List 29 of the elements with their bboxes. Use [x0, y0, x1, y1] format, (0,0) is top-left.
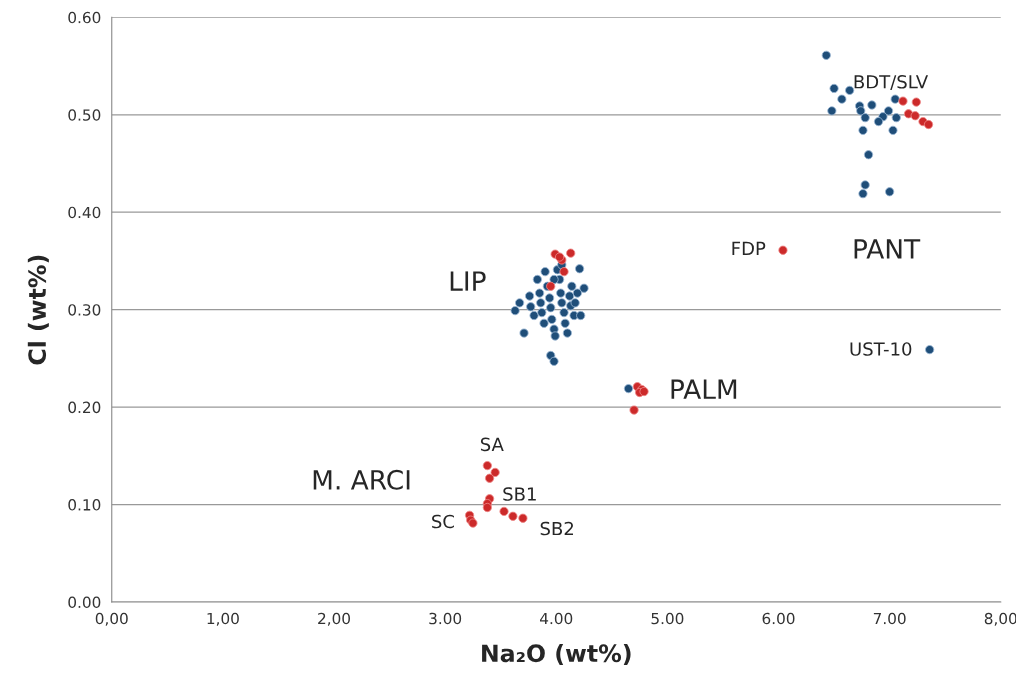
y-tick-label: 0.50 [68, 109, 101, 121]
x-tick-label: 4.00 [540, 612, 573, 625]
x-tick-label: 2,00 [318, 612, 350, 626]
annotation: SB1 [503, 487, 536, 501]
annotation: SC [432, 514, 454, 529]
y-tick-label: 0.10 [68, 499, 101, 511]
annotation: M. ARCI [313, 469, 410, 490]
x-tick-label: 7.00 [873, 612, 906, 625]
annotation: UST-10 [850, 342, 912, 356]
annotation: PALM [671, 379, 737, 399]
annotation: SA [480, 437, 504, 452]
x-tick-label: 5.00 [651, 612, 684, 625]
annotation: FDP [732, 241, 766, 256]
y-tick-label: 0.30 [68, 304, 101, 316]
annotation: BDT/SLV [854, 74, 929, 91]
x-tick-label: 8,00 [984, 612, 1016, 626]
x-tick-label: 3.00 [429, 612, 462, 625]
x-tick-label: 0,00 [95, 612, 128, 626]
y-tick-label: 0.20 [68, 401, 101, 414]
x-axis-title: Na₂O (wt%) [482, 643, 631, 665]
annotation: LIP [450, 271, 486, 291]
y-axis-title: Cl (wt%) [27, 255, 49, 365]
x-tick-label: 6.00 [762, 612, 795, 625]
y-tick-label: 0.40 [68, 206, 101, 219]
annotation: PANT [854, 239, 921, 259]
y-tick-label: 0.60 [68, 11, 101, 24]
annotation: SB2 [540, 521, 574, 536]
y-tick-label: 0.00 [68, 596, 101, 609]
x-tick-label: 1,00 [207, 612, 239, 626]
